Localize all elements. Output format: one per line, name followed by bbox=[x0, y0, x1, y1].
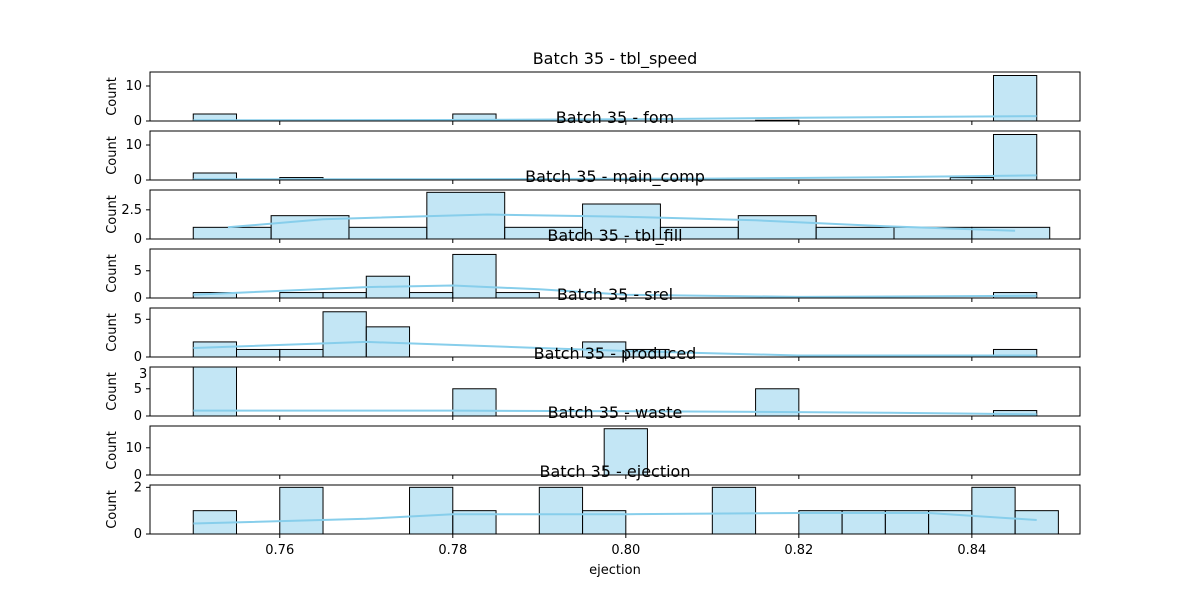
y-tick-label: 2.5 bbox=[121, 203, 142, 218]
panel-frame bbox=[149, 484, 1081, 535]
panel-frame bbox=[149, 130, 1081, 181]
histogram-bar bbox=[192, 341, 238, 358]
histogram-bar bbox=[538, 486, 584, 535]
y-axis-label: Count bbox=[105, 136, 120, 175]
kde-line bbox=[193, 512, 1037, 525]
panel-title: Batch 35 - srel bbox=[557, 285, 673, 304]
histogram-bar bbox=[279, 348, 324, 358]
panel-title: Batch 35 - main_comp bbox=[525, 167, 705, 187]
y-tick-label: 10 bbox=[125, 79, 142, 94]
x-tick-label: 0.80 bbox=[611, 543, 640, 558]
stray-tick-fragment: 3 bbox=[139, 367, 147, 382]
histogram-bar bbox=[1014, 510, 1059, 535]
panel-4: 0 5 Count Batch 35 - tbl_fill bbox=[105, 226, 1081, 306]
panel-frame bbox=[149, 425, 1081, 476]
histogram-bar bbox=[841, 510, 886, 535]
panel-6: 0 5 Count Batch 35 - produced bbox=[105, 344, 1081, 424]
y-tick-label: 0 bbox=[134, 291, 142, 306]
panel-title: Batch 35 - waste bbox=[548, 403, 683, 422]
x-axis-label: ejection bbox=[589, 563, 641, 578]
y-tick-label: 2 bbox=[134, 480, 142, 495]
panel-frame bbox=[149, 366, 1081, 417]
histogram-bar bbox=[192, 226, 272, 240]
kde-line bbox=[193, 115, 1037, 122]
panel-frame bbox=[149, 307, 1081, 358]
kde-line bbox=[193, 174, 1037, 181]
y-tick-label: 0 bbox=[134, 232, 142, 247]
panel-title: Batch 35 - tbl_speed bbox=[533, 49, 698, 69]
y-tick-label: 5 bbox=[134, 382, 142, 397]
histogram-bar bbox=[409, 292, 454, 299]
panel-title: Batch 35 - produced bbox=[534, 344, 697, 363]
histogram-bar bbox=[971, 486, 1016, 535]
x-tick-label: 0.78 bbox=[438, 543, 467, 558]
y-axis-label: Count bbox=[105, 313, 120, 352]
kde-line bbox=[193, 284, 1037, 298]
y-axis-label: Count bbox=[105, 77, 120, 116]
panel-frame bbox=[149, 71, 1081, 122]
y-tick-label: 0 bbox=[134, 173, 142, 188]
y-tick-label: 5 bbox=[134, 264, 142, 279]
panel-5: 0 5 Count Batch 35 - srel bbox=[105, 285, 1081, 365]
histogram-bar bbox=[192, 366, 238, 417]
histogram-bar bbox=[322, 311, 367, 358]
panel-title: Batch 35 - ejection bbox=[540, 462, 691, 481]
y-tick-label: 0 bbox=[134, 409, 142, 424]
panel-2: 0 10 Count Batch 35 - fom bbox=[105, 108, 1081, 188]
histogram-bar bbox=[236, 348, 281, 358]
x-tick-label: 0.76 bbox=[265, 543, 294, 558]
y-tick-label: 10 bbox=[125, 441, 142, 456]
x-tick-label: 0.84 bbox=[957, 543, 986, 558]
histogram-bar bbox=[495, 292, 540, 299]
histogram-bar bbox=[711, 486, 757, 535]
histogram-bar bbox=[452, 388, 497, 417]
panel-frame bbox=[149, 189, 1081, 240]
y-axis-label: Count bbox=[105, 254, 120, 293]
y-axis-label: Count bbox=[105, 195, 120, 234]
x-tick-label: 0.82 bbox=[784, 543, 813, 558]
panel-title: Batch 35 - fom bbox=[556, 108, 674, 127]
y-tick-label: 10 bbox=[125, 138, 142, 153]
panel-title: Batch 35 - tbl_fill bbox=[547, 226, 682, 246]
kde-line bbox=[193, 340, 1037, 357]
histogram-bar bbox=[815, 226, 895, 240]
y-tick-label: 5 bbox=[134, 312, 142, 327]
histogram-bar bbox=[279, 292, 324, 299]
y-tick-label: 0 bbox=[134, 350, 142, 365]
histogram-bar bbox=[348, 226, 428, 240]
y-tick-label: 0 bbox=[134, 114, 142, 129]
panel-1: 0 10 Count Batch 35 - tbl_speed bbox=[105, 49, 1081, 129]
histogram-bar bbox=[992, 75, 1038, 122]
y-axis-label: Count bbox=[105, 431, 120, 470]
histogram-bar bbox=[992, 134, 1038, 181]
kde-line bbox=[193, 409, 1037, 416]
y-axis-label: Count bbox=[105, 372, 120, 411]
y-tick-label: 0 bbox=[134, 468, 142, 483]
histogram-bar bbox=[884, 510, 930, 535]
histogram-bar bbox=[322, 292, 367, 299]
histogram-bar bbox=[452, 253, 497, 299]
histogram-bar bbox=[582, 203, 661, 240]
histogram-bar bbox=[798, 510, 843, 535]
y-tick-label: 0 bbox=[134, 527, 142, 542]
panel-7: 0 10 Count Batch 35 - waste bbox=[105, 403, 1081, 483]
y-axis-label: Count bbox=[105, 490, 120, 529]
panel-frame bbox=[149, 248, 1081, 299]
kde-line bbox=[227, 213, 1016, 232]
histogram-bar bbox=[279, 486, 324, 535]
histogram-bar bbox=[409, 486, 454, 535]
